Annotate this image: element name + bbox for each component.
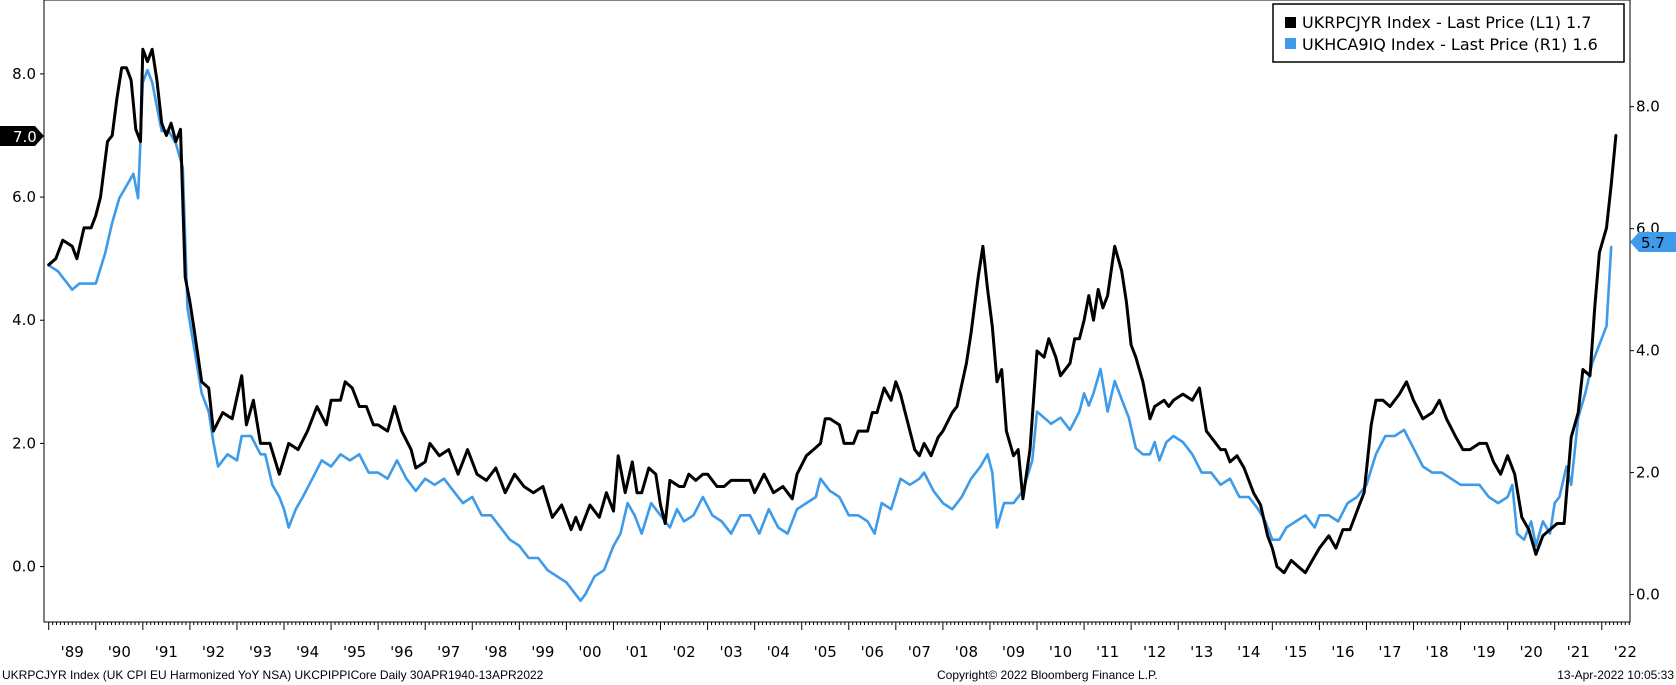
x-tick-label: '09 — [1002, 643, 1025, 661]
legend-swatch-blue — [1285, 38, 1296, 49]
x-tick-label: '17 — [1378, 643, 1401, 661]
x-tick-label: '16 — [1331, 643, 1354, 661]
x-tick-label: '90 — [108, 643, 131, 661]
last-value-right: 5.7 — [1641, 234, 1665, 252]
x-tick-label: '92 — [202, 643, 225, 661]
left-tick-label: 0.0 — [12, 558, 36, 576]
legend-label-core: UKHCA9IQ Index - Last Price (R1) 1.6 — [1302, 35, 1598, 54]
x-axis: '89 '90 '91 '92 '93 '94 '95 '96 '97 '98 '99 '00 '01 '… — [48, 622, 1637, 661]
x-tick-label: '07 — [908, 643, 931, 661]
footer-right: 13-Apr-2022 10:05:33 — [1557, 668, 1674, 682]
x-tick-label: '99 — [531, 643, 554, 661]
left-tick-label: 4.0 — [12, 311, 36, 329]
x-tick-label: '01 — [625, 643, 648, 661]
legend-swatch-black — [1285, 17, 1296, 28]
x-tick-label: '11 — [1096, 643, 1119, 661]
legend-box — [1272, 3, 1625, 63]
legend: UKRPCJYR Index - Last Price (L1) 1.7 UKH… — [1272, 3, 1625, 63]
footer-center: Copyright© 2022 Bloomberg Finance L.P. — [937, 668, 1158, 682]
x-tick-label: '05 — [814, 643, 837, 661]
x-tick-label: '06 — [861, 643, 884, 661]
x-tick-label: '98 — [484, 643, 507, 661]
series-line-ukhca9iq — [47, 68, 1613, 603]
left-tick-label: 8.0 — [12, 65, 36, 83]
x-tick-label: '94 — [296, 643, 319, 661]
series-line-ukrpcjyr — [47, 47, 1618, 575]
x-tick-label: '95 — [343, 643, 366, 661]
left-tick-label: 6.0 — [12, 188, 36, 206]
x-tick-label: '03 — [720, 643, 743, 661]
x-tick-label: '89 — [61, 643, 84, 661]
last-value-tag-left: 7.0 — [0, 126, 44, 146]
x-tick-label: '97 — [437, 643, 460, 661]
left-axis: 0.0 2.0 4.0 6.0 8.0 — [12, 65, 44, 576]
x-tick-label: '20 — [1520, 643, 1543, 661]
x-tick-label: '13 — [1190, 643, 1213, 661]
x-tick-label: '12 — [1143, 643, 1166, 661]
x-tick-label: '00 — [578, 643, 601, 661]
right-tick-label: 8.0 — [1636, 98, 1660, 116]
left-tick-label: 2.0 — [12, 434, 36, 452]
x-tick-label: '10 — [1049, 643, 1072, 661]
plot-frame — [43, 0, 1631, 623]
x-tick-label: '08 — [955, 643, 978, 661]
right-tick-label: 2.0 — [1636, 464, 1660, 482]
right-tick-label: 0.0 — [1636, 586, 1660, 604]
x-tick-label: '93 — [249, 643, 272, 661]
footer-left: UKRPCJYR Index (UK CPI EU Harmonized YoY… — [2, 668, 544, 682]
right-axis: 0.02.04.06.08.0 — [1630, 98, 1660, 604]
x-tick-label: '91 — [155, 643, 178, 661]
right-tick-label: 4.0 — [1636, 342, 1660, 360]
x-tick-label: '15 — [1284, 643, 1307, 661]
legend-label-cpi: UKRPCJYR Index - Last Price (L1) 1.7 — [1302, 13, 1591, 32]
x-tick-label: '14 — [1237, 643, 1260, 661]
x-tick-label: '22 — [1614, 643, 1637, 661]
x-tick-label: '18 — [1425, 643, 1448, 661]
last-value-tag-right: 5.7 — [1630, 232, 1676, 252]
x-tick-label: '04 — [767, 643, 790, 661]
series-lines — [47, 47, 1618, 603]
last-value-left: 7.0 — [13, 128, 37, 146]
x-tick-label: '02 — [672, 643, 695, 661]
x-tick-label: '21 — [1567, 643, 1590, 661]
x-tick-label: '96 — [390, 643, 413, 661]
x-tick-label: '19 — [1472, 643, 1495, 661]
